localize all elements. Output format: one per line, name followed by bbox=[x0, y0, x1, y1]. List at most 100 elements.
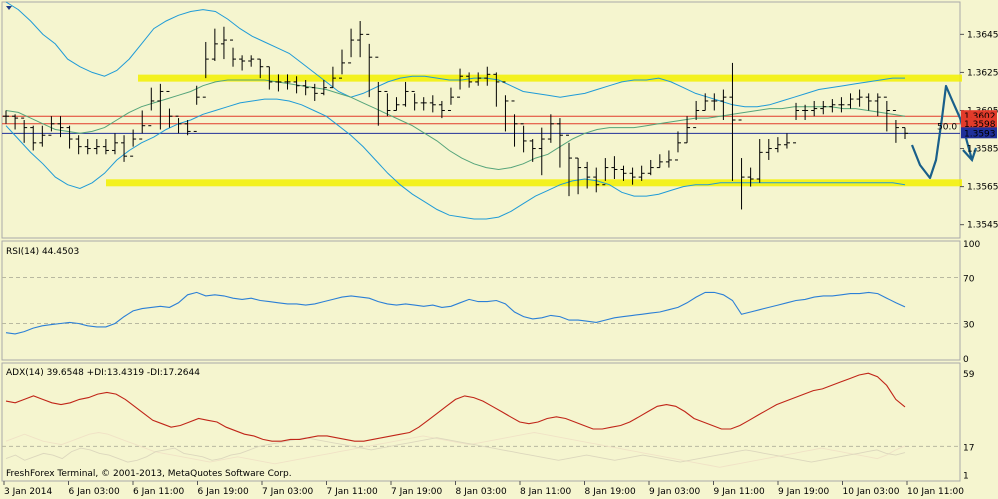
price-bar bbox=[575, 157, 582, 195]
price-bar bbox=[166, 90, 173, 128]
price-bar bbox=[193, 85, 200, 132]
time-tick-label: 7 Jan 03:00 bbox=[262, 487, 314, 497]
menu-triangle-icon[interactable] bbox=[6, 6, 12, 10]
price-marker-label: 1.3593 bbox=[964, 129, 996, 139]
price-bar bbox=[39, 125, 46, 147]
price-bar bbox=[684, 116, 691, 144]
price-bar bbox=[220, 26, 227, 60]
price-bar bbox=[466, 72, 473, 88]
price-bar bbox=[493, 72, 500, 107]
price-bar bbox=[593, 167, 600, 193]
adx-panel[interactable]: 59 17 1 ADX(14) 39.6548 +DI:13.4319 -DI:17… bbox=[1, 362, 975, 482]
footer-copyright: FreshForex Terminal, © 2001-2013, MetaQu… bbox=[6, 469, 292, 479]
price-bar bbox=[892, 109, 899, 143]
price-bar bbox=[429, 95, 436, 113]
price-bar bbox=[538, 127, 545, 176]
price-bar bbox=[402, 81, 409, 107]
price-bar bbox=[157, 83, 164, 130]
price-bar bbox=[57, 116, 64, 138]
price-bar bbox=[756, 139, 763, 183]
price-bar bbox=[783, 133, 790, 149]
price-bar bbox=[121, 135, 128, 162]
price-bar bbox=[702, 93, 709, 111]
price-bar bbox=[647, 159, 654, 176]
support-zone bbox=[106, 179, 962, 187]
price-bar bbox=[811, 100, 818, 117]
price-bar bbox=[847, 93, 854, 109]
time-tick-label: 9 Jan 11:00 bbox=[714, 487, 766, 497]
time-axis: 3 Jan 2014 6 Jan 03:00 6 Jan 11:00 6 Jan 19… bbox=[3, 481, 964, 497]
price-bar bbox=[829, 99, 836, 113]
rsi-tick-label: 30 bbox=[963, 321, 975, 331]
main-price-panel[interactable]: 50.0 bbox=[1, 1, 978, 239]
price-bar bbox=[411, 90, 418, 111]
price-bar bbox=[230, 39, 237, 67]
time-tick-label: 10 Jan 03:00 bbox=[843, 487, 900, 497]
price-marker-label: 1.3602 bbox=[964, 112, 996, 122]
time-tick-label: 7 Jan 11:00 bbox=[327, 487, 379, 497]
price-bar bbox=[211, 28, 218, 61]
price-bar bbox=[793, 102, 800, 144]
resistance-zone bbox=[138, 74, 962, 82]
price-bar bbox=[139, 110, 146, 140]
price-bar bbox=[202, 41, 209, 98]
time-tick-label: 6 Jan 03:00 bbox=[69, 487, 121, 497]
price-bar bbox=[366, 33, 373, 98]
price-bar bbox=[511, 100, 518, 147]
price-bar bbox=[747, 167, 754, 187]
price-bar bbox=[856, 89, 863, 107]
price-marker bbox=[961, 117, 997, 129]
price-bar bbox=[883, 96, 890, 132]
price-bar bbox=[348, 28, 355, 64]
price-bar bbox=[738, 119, 745, 210]
price-bar bbox=[111, 133, 118, 155]
price-bar bbox=[338, 49, 345, 79]
adx-tick-label: 17 bbox=[963, 443, 974, 453]
price-bar bbox=[12, 114, 19, 130]
price-bar bbox=[711, 93, 718, 111]
price-bar bbox=[638, 165, 645, 181]
price-bar bbox=[293, 76, 300, 94]
price-bar bbox=[802, 104, 809, 120]
price-bar bbox=[275, 74, 282, 92]
adx-title: ADX(14) 39.6548 +DI:13.4319 -DI:17.2644 bbox=[6, 368, 200, 378]
price-bar bbox=[284, 74, 291, 90]
rsi-panel[interactable]: 100 70 30 0 RSI(14) 44.4503 bbox=[1, 240, 980, 365]
price-bar bbox=[320, 80, 327, 96]
price-bar bbox=[130, 129, 137, 157]
price-bar bbox=[838, 97, 845, 113]
fib-level-label: 50.0 bbox=[937, 123, 957, 133]
price-bar bbox=[175, 115, 182, 134]
price-bar bbox=[874, 93, 881, 117]
price-bar bbox=[774, 137, 781, 153]
price-bar bbox=[729, 62, 736, 181]
price-axis: 1.36451.36251.36051.35851.35651.35451.36… bbox=[960, 30, 998, 231]
price-bar bbox=[611, 156, 618, 179]
price-bar bbox=[75, 135, 82, 155]
time-tick-label: 6 Jan 19:00 bbox=[198, 487, 250, 497]
price-bar bbox=[475, 72, 482, 86]
price-bar bbox=[620, 165, 627, 181]
price-bar bbox=[239, 55, 246, 71]
rsi-title: RSI(14) 44.4503 bbox=[6, 247, 79, 257]
price-bar bbox=[357, 21, 364, 58]
price-bar bbox=[438, 100, 445, 119]
arrow-head bbox=[962, 147, 978, 163]
price-bar bbox=[556, 118, 563, 168]
bollinger-middle bbox=[5, 79, 906, 171]
price-tick-label: 1.3625 bbox=[967, 68, 998, 78]
price-marker bbox=[961, 110, 997, 122]
price-bar bbox=[48, 116, 55, 136]
price-marker bbox=[961, 127, 997, 139]
price-tick-label: 1.3545 bbox=[967, 221, 998, 231]
price-bar bbox=[311, 83, 318, 101]
price-bar bbox=[656, 154, 663, 169]
time-tick-label: 10 Jan 11:00 bbox=[907, 487, 964, 497]
time-tick-label: 3 Jan 2014 bbox=[4, 487, 52, 497]
price-bar bbox=[30, 125, 37, 151]
time-tick-label: 6 Jan 11:00 bbox=[133, 487, 185, 497]
adx-line bbox=[5, 372, 906, 442]
price-bar bbox=[902, 127, 908, 140]
